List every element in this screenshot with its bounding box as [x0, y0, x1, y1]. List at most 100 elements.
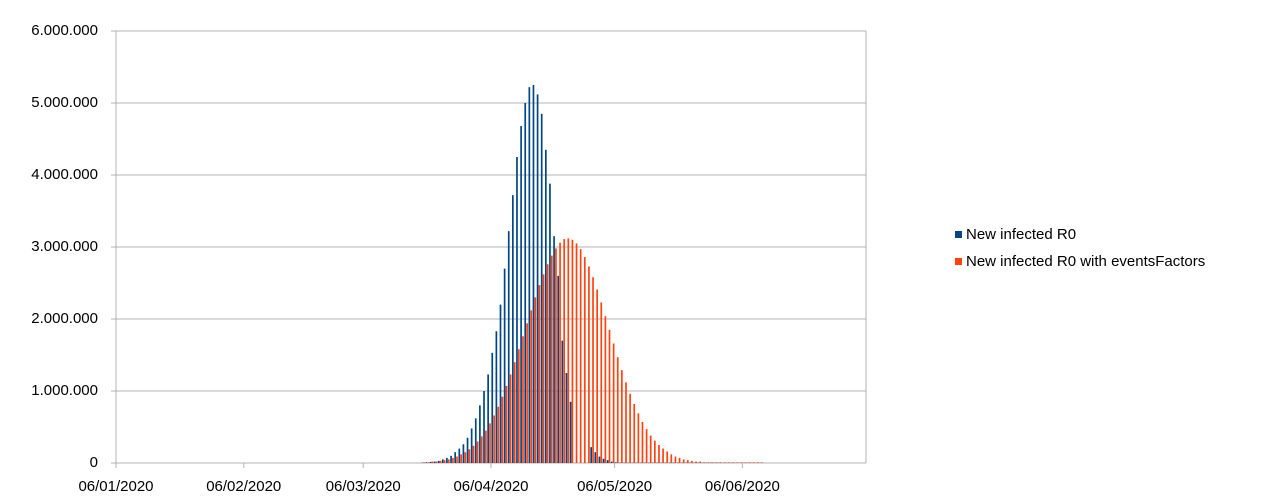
bar [431, 461, 434, 463]
bar [550, 255, 553, 463]
bar [625, 382, 627, 463]
bar [699, 461, 702, 463]
bar [530, 310, 533, 463]
bar [549, 183, 551, 463]
bar [433, 461, 436, 463]
bar [719, 462, 722, 463]
bar [470, 428, 473, 463]
bar [532, 85, 535, 463]
bar [528, 87, 531, 463]
bar [598, 456, 601, 463]
bar [590, 447, 592, 463]
bar [596, 289, 598, 463]
bar [571, 239, 574, 463]
bar [575, 243, 578, 463]
bar [546, 264, 549, 463]
bar [732, 462, 734, 463]
bar [443, 460, 446, 463]
bar [542, 274, 545, 463]
bar [736, 462, 739, 463]
bar [538, 285, 541, 463]
bar [441, 459, 444, 463]
y-tick-label: 2.000.000 [31, 310, 98, 327]
bar [561, 340, 564, 463]
bar [678, 457, 681, 463]
bar [645, 429, 648, 463]
bar [450, 455, 452, 463]
bar [505, 385, 508, 463]
bar [516, 157, 518, 463]
bar [495, 331, 498, 463]
bar [423, 462, 425, 463]
bar [602, 458, 605, 463]
bar [536, 94, 539, 464]
bar [608, 329, 611, 463]
bar [425, 462, 428, 463]
bar [487, 374, 489, 463]
bar [686, 460, 689, 463]
y-tick-label: 6.000.000 [31, 22, 98, 39]
bar [641, 421, 644, 463]
bar [565, 373, 568, 463]
bar [491, 352, 494, 463]
x-tick-label: 06/04/2020 [453, 478, 528, 495]
bar [711, 462, 714, 463]
bar [483, 391, 485, 463]
bar [429, 461, 432, 463]
bar [579, 249, 582, 463]
bar [592, 277, 594, 463]
bar [489, 423, 491, 463]
bar [707, 462, 710, 463]
bar [757, 462, 759, 463]
bar [637, 413, 640, 463]
bar [649, 435, 652, 463]
y-tick-label: 0 [90, 454, 98, 471]
bar [462, 444, 465, 463]
bar [512, 195, 514, 463]
bar [476, 441, 479, 463]
bar [464, 452, 467, 463]
bar [526, 323, 528, 463]
bar [616, 357, 619, 463]
bar [499, 304, 502, 463]
bar [454, 452, 457, 463]
bar [724, 462, 726, 463]
bar [740, 462, 743, 463]
bar [501, 396, 504, 463]
bar [744, 462, 747, 463]
x-tick-label: 06/05/2020 [577, 478, 652, 495]
bar [503, 268, 506, 463]
bar [555, 248, 557, 463]
bar [513, 362, 516, 463]
bar [460, 454, 463, 463]
legend-label: New infected R0 with eventsFactors [966, 253, 1205, 270]
bar [437, 460, 440, 463]
bar [524, 103, 527, 463]
bar [559, 242, 561, 463]
bar [458, 448, 461, 463]
bar [479, 405, 481, 463]
bar [600, 302, 603, 463]
bar [682, 459, 685, 463]
x-tick-label: 06/06/2020 [705, 478, 780, 495]
bar [695, 461, 697, 463]
bar [629, 393, 631, 463]
bar [761, 462, 763, 463]
bar [563, 239, 566, 463]
bar [466, 437, 469, 463]
bar [497, 406, 500, 463]
legend-label: New infected R0 [966, 226, 1076, 243]
bar [621, 370, 623, 463]
x-tick-label: 06/01/2020 [78, 478, 153, 495]
bar [752, 462, 755, 463]
bar [674, 456, 677, 463]
y-tick-label: 1.000.000 [31, 382, 98, 399]
bar [447, 459, 450, 463]
x-tick-label: 06/03/2020 [326, 478, 401, 495]
bar [569, 401, 572, 463]
bar [480, 436, 483, 463]
bar [518, 349, 520, 463]
bar [612, 343, 615, 463]
bar [435, 461, 438, 463]
bar [540, 113, 543, 464]
